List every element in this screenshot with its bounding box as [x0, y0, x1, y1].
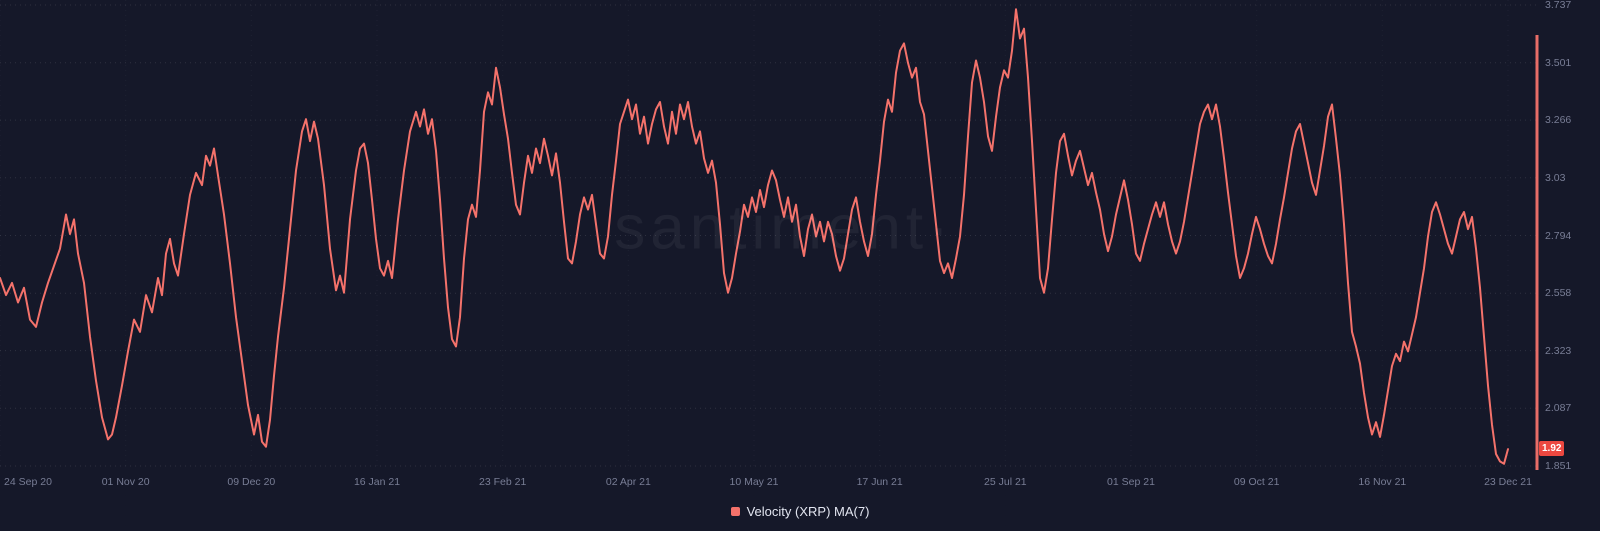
y-axis-label: 1.851	[1545, 460, 1572, 472]
velocity-line-chart[interactable]	[0, 0, 1600, 470]
x-axis-label: 16 Nov 21	[1358, 476, 1407, 488]
y-axis-label: 2.794	[1545, 230, 1572, 242]
chart-plot-area[interactable]: santiment· 3.737 3.501 3.266 3.03 2.794 2.558…	[0, 0, 1600, 472]
page-background-strip	[0, 531, 1600, 541]
x-axis-label: 23 Feb 21	[479, 476, 527, 488]
x-axis-label: 16 Jan 21	[353, 476, 401, 488]
x-axis-label: 23 Dec 21	[1484, 476, 1532, 488]
y-axis-label: 3.03	[1545, 172, 1566, 184]
y-axis-label: 3.737	[1545, 0, 1572, 11]
x-axis-label: 24 Sep 20	[4, 476, 52, 488]
x-axis-label: 17 Jun 21	[856, 476, 903, 488]
x-axis-label: 01 Nov 20	[101, 476, 150, 488]
y-axis-label: 2.087	[1545, 402, 1572, 414]
legend-item-velocity[interactable]: Velocity (XRP) MA(7)	[730, 503, 870, 519]
x-axis-label: 01 Sep 21	[1107, 476, 1155, 488]
x-axis-label: 02 Apr 21	[605, 476, 651, 488]
x-axis-label: 10 May 21	[729, 476, 779, 488]
legend-swatch-icon	[730, 506, 740, 516]
y-axis-label: 3.266	[1545, 114, 1572, 126]
legend-label: Velocity (XRP) MA(7)	[746, 503, 870, 519]
x-axis-label: 25 Jul 21	[984, 476, 1027, 488]
x-axis-label: 09 Oct 21	[1233, 476, 1280, 488]
santiment-watermark: santiment·	[614, 193, 954, 263]
y-axis-label: 3.501	[1545, 57, 1572, 69]
y-axis-label: 2.558	[1545, 287, 1572, 299]
y-axis-label: 2.323	[1545, 345, 1572, 357]
chart-legend: Velocity (XRP) MA(7)	[0, 498, 1600, 524]
x-axis-label: 09 Dec 20	[227, 476, 276, 488]
x-axis: 24 Sep 20 01 Nov 20 09 Dec 20 16 Jan 21 23 F…	[0, 474, 1600, 492]
last-value-badge: 1.92	[1539, 441, 1565, 456]
